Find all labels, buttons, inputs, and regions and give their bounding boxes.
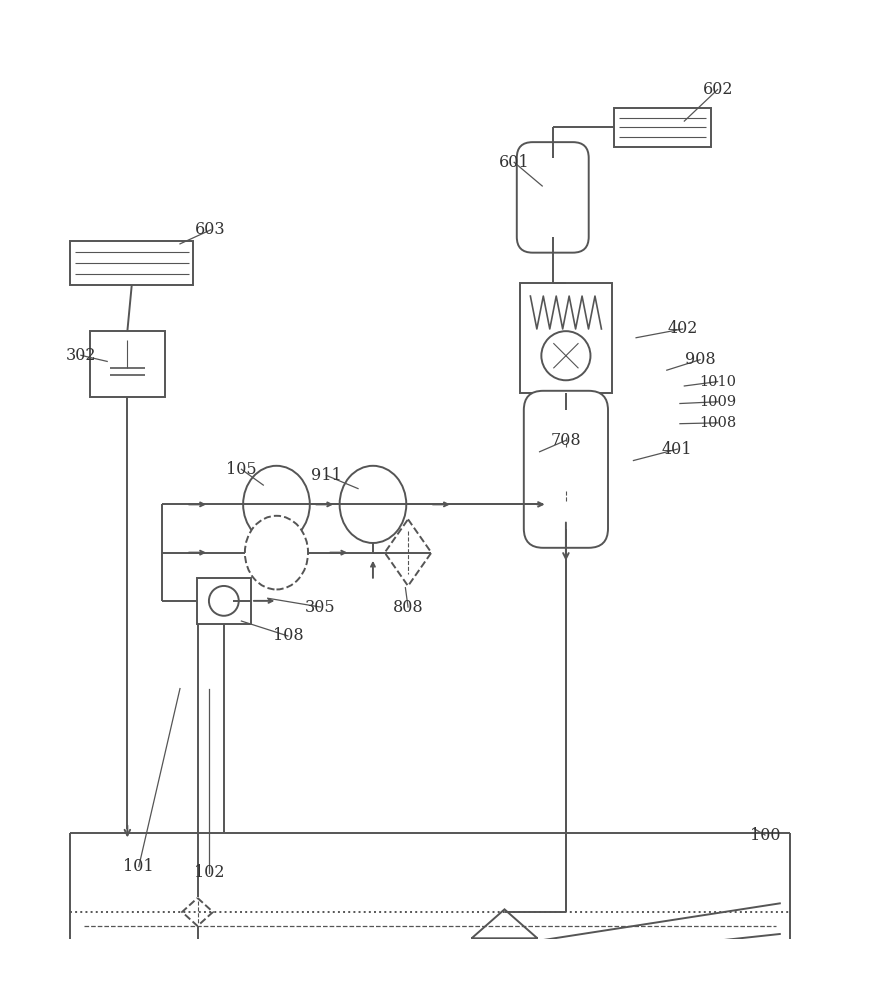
Text: 302: 302 — [65, 347, 96, 364]
Bar — [471, 938, 536, 987]
Polygon shape — [471, 909, 536, 938]
Circle shape — [208, 586, 239, 616]
Text: 708: 708 — [550, 432, 580, 449]
Text: 1010: 1010 — [698, 375, 736, 389]
Text: 108: 108 — [273, 627, 303, 644]
Text: 602: 602 — [702, 81, 732, 98]
Circle shape — [541, 331, 590, 380]
FancyBboxPatch shape — [523, 391, 607, 548]
Text: 908: 908 — [684, 351, 714, 368]
FancyBboxPatch shape — [516, 142, 588, 253]
Ellipse shape — [339, 466, 406, 543]
Text: 401: 401 — [662, 441, 692, 458]
Polygon shape — [384, 519, 431, 586]
Text: 1008: 1008 — [698, 416, 736, 430]
Polygon shape — [181, 898, 213, 926]
Text: 911: 911 — [311, 467, 342, 484]
Text: 102: 102 — [193, 864, 224, 881]
Ellipse shape — [243, 466, 309, 543]
Text: 305: 305 — [305, 599, 335, 616]
Bar — [90, 331, 164, 397]
Text: 1009: 1009 — [698, 395, 736, 409]
Text: 601: 601 — [498, 154, 529, 171]
Text: 101: 101 — [123, 858, 154, 875]
Bar — [71, 241, 193, 285]
Ellipse shape — [245, 516, 308, 589]
Text: 402: 402 — [667, 320, 697, 337]
Bar — [519, 283, 611, 393]
Text: 808: 808 — [392, 599, 423, 616]
Text: 105: 105 — [226, 461, 257, 478]
Text: 603: 603 — [195, 221, 226, 238]
Bar — [613, 108, 710, 147]
Bar — [197, 578, 250, 624]
Text: 100: 100 — [749, 827, 780, 844]
